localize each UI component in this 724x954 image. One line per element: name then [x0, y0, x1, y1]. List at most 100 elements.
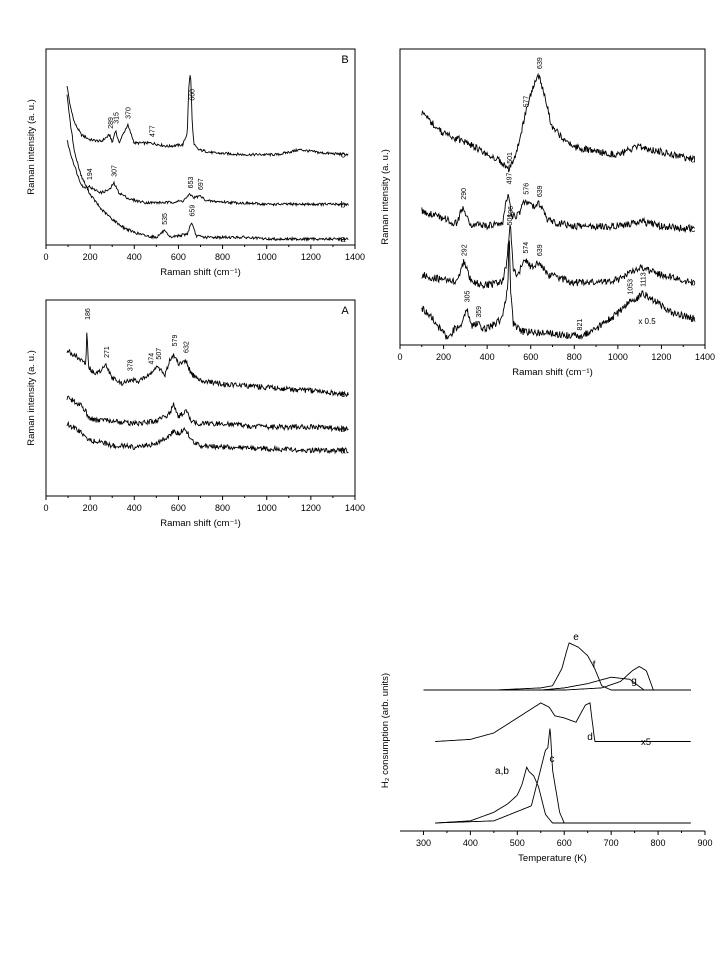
- peak-label: 1113: [640, 272, 647, 287]
- x-tick-label: 800: [215, 252, 230, 262]
- series-label-c: c: [550, 754, 555, 765]
- peak-label: 821: [577, 319, 584, 331]
- y-axis-label: Raman intensity (a. u.): [380, 149, 391, 245]
- series-label-e: e: [573, 632, 579, 643]
- x-tick-label: 500: [510, 838, 525, 848]
- peak-label: 359: [476, 306, 483, 318]
- x-axis-label: Temperature (K): [518, 853, 587, 864]
- peak-label: 659: [189, 205, 196, 217]
- x-tick-label: 1400: [695, 352, 715, 362]
- series-line-ab: [435, 765, 691, 824]
- x-tick-label: 200: [436, 352, 451, 362]
- x-tick-label: 600: [523, 352, 538, 362]
- chart-panel-3: 0 200 400 600 800 1000 1200 1400 Raman shift (cm…: [26, 299, 365, 529]
- scale-note: x 0.5: [638, 317, 656, 326]
- peak-label: 290: [461, 188, 468, 200]
- x-tick-label: 900: [697, 838, 712, 848]
- series-label-f: f: [593, 660, 596, 671]
- series-label-a: a: [690, 313, 695, 323]
- peak-label: 370: [126, 107, 133, 119]
- plot-frame: [399, 48, 706, 346]
- x-tick-label: 200: [83, 503, 98, 513]
- peak-label: 576: [523, 183, 530, 195]
- series-label-b: b: [340, 199, 345, 209]
- peak-label: 378: [127, 359, 134, 371]
- peak-label: 639: [537, 244, 544, 256]
- series-line-d: [435, 702, 691, 742]
- x-tick-label: 0: [43, 503, 48, 513]
- series-label-c: c: [341, 389, 346, 399]
- x-tick-label: 200: [83, 252, 98, 262]
- peak-label: 271: [104, 346, 111, 358]
- peak-label: 477: [149, 125, 156, 137]
- series-label-ab: a,b: [495, 766, 509, 777]
- series-label-c: c: [691, 224, 696, 234]
- x-tick-label: 1400: [345, 252, 365, 262]
- x-tick-label: 400: [463, 838, 478, 848]
- x-tick-label: 1200: [301, 503, 321, 513]
- peak-label: 639: [537, 185, 544, 197]
- x-tick-label: 300: [416, 838, 431, 848]
- x-tick-label: 1200: [301, 252, 321, 262]
- x-tick-label: 400: [127, 503, 142, 513]
- x-tick-label: 400: [127, 252, 142, 262]
- panel-label: B: [341, 54, 348, 66]
- series-label-a: a: [340, 445, 345, 455]
- peak-label: 579: [172, 335, 179, 347]
- plot-frame: [45, 299, 356, 497]
- peak-label: 292: [462, 244, 469, 256]
- peak-label: 574: [523, 242, 530, 254]
- series-line-c: [421, 193, 695, 234]
- series-label-b: b: [690, 278, 695, 288]
- peak-label: 497: [506, 173, 513, 185]
- peak-label: 653: [188, 177, 195, 189]
- x-tick-label: 600: [171, 252, 186, 262]
- peak-label: 660: [190, 89, 197, 101]
- peak-label: 535: [162, 213, 169, 225]
- series-line-b: [66, 395, 349, 433]
- x-tick-label: 800: [651, 838, 666, 848]
- x-tick-label: 1400: [345, 503, 365, 513]
- peak-label: 194: [87, 168, 94, 180]
- x-tick-label: 600: [557, 838, 572, 848]
- peak-label: 697: [198, 178, 205, 190]
- series-label-b: b: [340, 424, 345, 434]
- x-tick-label: 600: [171, 503, 186, 513]
- chart-panel-2: 0 200 400 600 800 1000 1200 1400 Raman shift (cm…: [380, 48, 715, 378]
- y-axis-label: Raman intensity (a. u.): [26, 99, 37, 195]
- series-line-c: [435, 728, 691, 824]
- x-tick-label: 1000: [608, 352, 628, 362]
- peak-label: 507: [156, 348, 163, 360]
- x-tick-label: 400: [480, 352, 495, 362]
- peak-label: 1053: [627, 279, 634, 295]
- series-line-d: [421, 72, 695, 173]
- chart-panel-1: 0 200 400 600 800 1000 1200 1400 Raman shift (cm…: [26, 48, 365, 278]
- x-tick-label: 0: [397, 352, 402, 362]
- x-tick-label: 1000: [257, 503, 277, 513]
- series-line-c: [66, 75, 349, 158]
- peak-label: 474: [149, 353, 156, 365]
- series-line-a: [66, 94, 349, 242]
- peak-label: 186: [85, 308, 92, 320]
- series-label-a: a: [340, 234, 345, 244]
- peak-label: 501: [507, 152, 514, 164]
- series-line-c: [66, 332, 349, 398]
- peak-label: 289: [108, 117, 115, 129]
- x-axis-label: Raman shift (cm⁻¹): [512, 367, 593, 378]
- plot-frame: [45, 48, 356, 246]
- peak-label: 307: [112, 165, 119, 177]
- series-line-g: [423, 666, 691, 691]
- series-label-d: d: [587, 732, 593, 743]
- panel-label: A: [341, 305, 349, 317]
- scale-note: x5: [641, 737, 651, 748]
- y-axis-label: Raman intensity (a. u.): [26, 350, 37, 446]
- x-tick-label: 1000: [257, 252, 277, 262]
- peak-label: 632: [183, 341, 190, 353]
- chart-panel-4: 300 400 500 600 700 800 900 Temperature (K) H₂ c…: [380, 632, 713, 864]
- x-tick-label: 800: [567, 352, 582, 362]
- peak-label: 305: [464, 290, 471, 302]
- series-line-a: [66, 420, 349, 455]
- y-axis-label: H₂ consumption (arb. units): [380, 673, 391, 788]
